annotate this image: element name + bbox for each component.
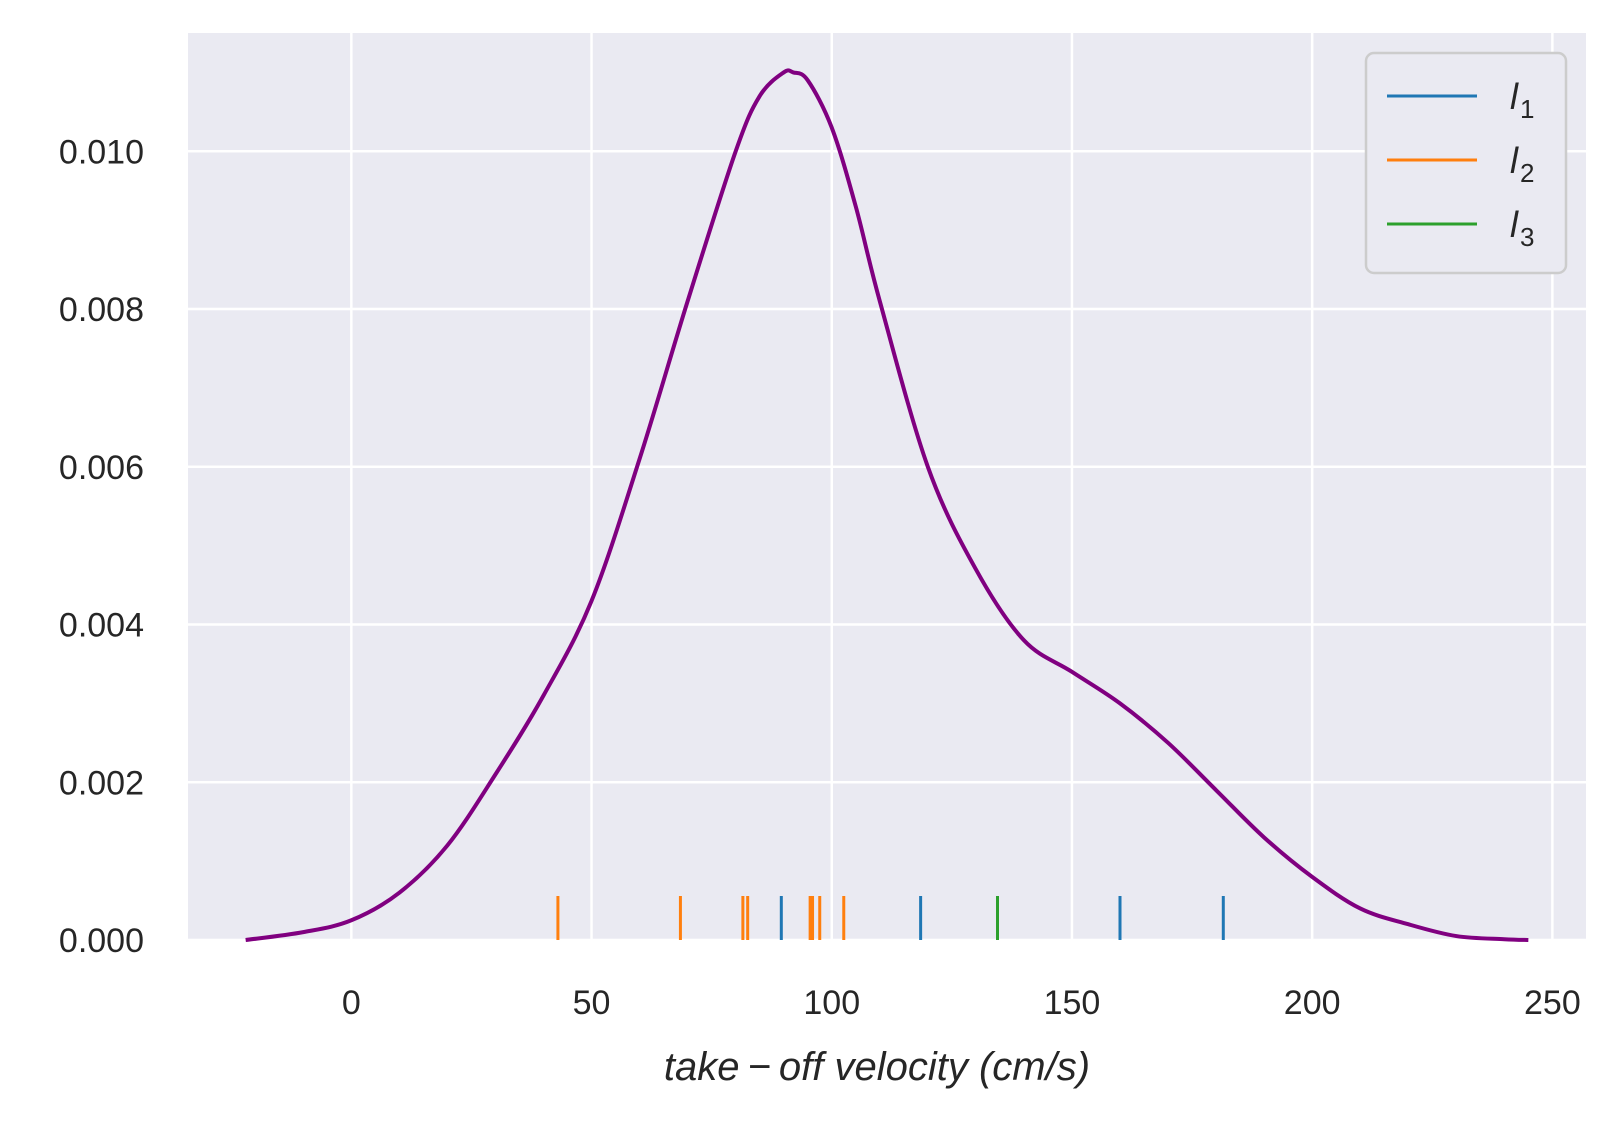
x-tick-label: 100 xyxy=(803,984,860,1022)
y-tick-labels: 0.000 0.002 0.004 0.006 0.008 0.010 xyxy=(59,133,144,960)
rug-marks xyxy=(556,896,1225,940)
plot-background xyxy=(188,33,1586,940)
x-tick-label: 200 xyxy=(1284,984,1341,1022)
y-tick-label: 0.002 xyxy=(59,764,144,802)
y-tick-label: 0.000 xyxy=(59,922,144,960)
density-curve xyxy=(245,68,1529,942)
x-tick-label: 0 xyxy=(342,984,361,1022)
y-tick-label: 0.010 xyxy=(59,133,144,171)
y-tick-label: 0.004 xyxy=(59,607,144,645)
y-tick-label: 0.006 xyxy=(59,449,144,487)
x-tick-label: 150 xyxy=(1044,984,1101,1022)
legend-subscript: 2 xyxy=(1520,158,1534,188)
x-tick-label: 50 xyxy=(573,984,611,1022)
x-tick-labels: 0 50 100 150 200 250 xyxy=(342,984,1581,1022)
grid xyxy=(188,33,1586,942)
x-axis-label: take − off velocity (cm/s) xyxy=(664,1045,1090,1089)
y-tick-label: 0.008 xyxy=(59,291,144,329)
legend-subscript: 3 xyxy=(1520,222,1534,252)
x-tick-label: 250 xyxy=(1524,984,1581,1022)
legend-box xyxy=(1364,51,1568,275)
density-curve-group xyxy=(245,68,1529,942)
legend-subscript: 1 xyxy=(1520,94,1534,124)
